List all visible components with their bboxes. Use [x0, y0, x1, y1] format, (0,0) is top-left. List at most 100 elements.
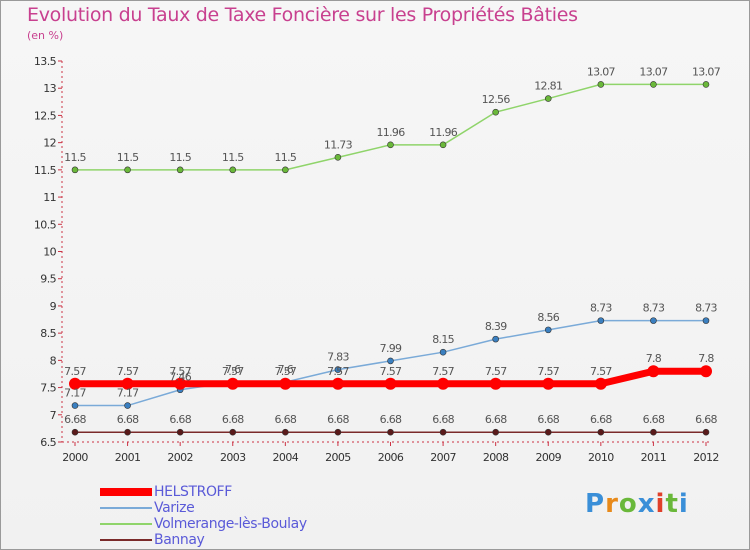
- x-tick-label: 2005: [325, 451, 351, 464]
- data-label-varize: 8.39: [485, 320, 507, 333]
- logo-letter: r: [605, 489, 619, 519]
- x-tick-label: 2010: [588, 451, 614, 464]
- logo-letter: P: [585, 489, 606, 519]
- y-tick-label: 6.5: [40, 436, 56, 449]
- data-label-volmerange-les-boulay: 11.5: [222, 151, 244, 164]
- data-point-helstroff: [174, 377, 187, 390]
- data-point-volmerange-les-boulay: [544, 95, 552, 102]
- data-point-bannay: [702, 428, 710, 436]
- data-label-helstroff: 7.57: [274, 365, 296, 378]
- data-label-bannay: 6.68: [537, 413, 559, 426]
- logo-letter: x: [637, 489, 656, 519]
- y-tick-label: 8: [50, 354, 57, 367]
- data-point-helstroff: [331, 377, 344, 390]
- x-tick-label: 2002: [167, 451, 193, 464]
- data-label-helstroff: 7.57: [380, 365, 402, 378]
- data-point-bannay: [650, 428, 657, 436]
- data-point-varize: [439, 348, 447, 356]
- data-point-volmerange-les-boulay: [124, 166, 131, 174]
- legend-label: Volmerange-lès-Boulay: [154, 516, 307, 532]
- data-point-bannay: [282, 428, 289, 436]
- chart-unit-label: (en %): [27, 29, 64, 42]
- data-point-helstroff: [384, 377, 397, 390]
- data-label-varize: 7.6: [225, 363, 241, 376]
- data-point-bannay: [492, 428, 499, 436]
- y-tick-label: 7.5: [40, 382, 56, 395]
- data-label-volmerange-les-boulay: 13.07: [587, 65, 616, 78]
- data-label-helstroff: 7.57: [64, 365, 86, 378]
- y-tick-label: 11: [43, 191, 56, 204]
- data-point-varize: [124, 402, 131, 409]
- series-layer: [69, 81, 712, 436]
- y-tick-label: 8.5: [40, 327, 56, 340]
- data-point-volmerange-les-boulay: [229, 166, 237, 174]
- x-tick-label: 2004: [273, 451, 299, 464]
- data-point-bannay: [176, 428, 184, 436]
- legend-swatch: [100, 539, 152, 541]
- data-point-helstroff: [489, 377, 502, 390]
- legend-swatch: [100, 507, 152, 509]
- data-label-helstroff: 7.57: [222, 365, 244, 378]
- x-tick-label: 2006: [378, 451, 404, 464]
- data-label-volmerange-les-boulay: 11.5: [64, 151, 86, 164]
- y-tick-label: 9.5: [40, 273, 56, 286]
- data-label-varize: 8.73: [695, 302, 717, 315]
- data-label-bannay: 6.68: [327, 413, 349, 426]
- data-label-helstroff: 7.57: [590, 365, 612, 378]
- data-label-helstroff: 7.57: [327, 365, 349, 378]
- data-label-varize: 8.73: [590, 302, 612, 315]
- data-point-helstroff: [700, 365, 712, 378]
- proxiti-logo: Proxiti: [585, 489, 689, 519]
- data-label-bannay: 6.68: [64, 413, 86, 426]
- legend-label: HELSTROFF: [154, 484, 232, 500]
- data-label-bannay: 6.68: [380, 413, 402, 426]
- data-label-volmerange-les-boulay: 11.5: [274, 151, 296, 164]
- data-point-volmerange-les-boulay: [439, 141, 447, 149]
- data-label-volmerange-les-boulay: 12.56: [482, 93, 511, 106]
- chart-title: Evolution du Taux de Taxe Foncière sur l…: [27, 4, 578, 26]
- data-label-bannay: 6.68: [222, 413, 244, 426]
- legend-swatch: [100, 488, 152, 496]
- data-label-volmerange-les-boulay: 11.96: [429, 126, 458, 139]
- data-point-volmerange-les-boulay: [71, 166, 79, 174]
- x-tick-label: 2011: [641, 451, 667, 464]
- y-tick-label: 12: [43, 137, 56, 150]
- legend-swatch: [100, 523, 152, 525]
- data-point-volmerange-les-boulay: [492, 108, 499, 116]
- data-point-helstroff: [437, 377, 450, 390]
- data-point-varize: [702, 317, 710, 324]
- data-point-helstroff: [647, 365, 660, 378]
- data-point-volmerange-les-boulay: [334, 154, 342, 161]
- data-point-varize: [387, 357, 394, 365]
- data-label-helstroff: 7.8: [646, 352, 662, 365]
- x-tick-label: 2000: [62, 451, 88, 464]
- data-point-volmerange-les-boulay: [597, 81, 605, 88]
- data-label-helstroff: 7.57: [169, 365, 191, 378]
- logo-letter: i: [655, 489, 666, 519]
- data-label-varize: 7.17: [117, 387, 139, 400]
- data-point-helstroff: [69, 377, 81, 390]
- data-point-varize: [71, 402, 79, 409]
- data-point-helstroff: [542, 377, 555, 390]
- data-label-bannay: 6.68: [432, 413, 454, 426]
- data-point-bannay: [124, 428, 131, 436]
- data-label-helstroff: 7.57: [432, 365, 454, 378]
- data-point-bannay: [387, 428, 394, 436]
- data-label-helstroff: 7.57: [485, 365, 507, 378]
- data-point-volmerange-les-boulay: [176, 166, 184, 174]
- data-label-layer: 11.5 11.5 11.5 11.5 11.5 11.73 11.96 11.96 12.56…: [64, 65, 721, 426]
- y-tick-label: 9: [50, 300, 57, 313]
- data-label-bannay: 6.68: [695, 413, 717, 426]
- data-label-volmerange-les-boulay: 13.07: [639, 65, 668, 78]
- data-label-varize: 8.56: [537, 311, 559, 324]
- logo-letter: o: [618, 489, 638, 519]
- data-point-varize: [492, 335, 499, 343]
- data-point-helstroff: [226, 377, 239, 390]
- data-label-volmerange-les-boulay: 13.07: [692, 65, 721, 78]
- data-point-volmerange-les-boulay: [282, 166, 289, 174]
- data-point-bannay: [439, 428, 447, 436]
- data-point-helstroff: [279, 377, 292, 390]
- y-tick-label: 12.5: [34, 109, 57, 122]
